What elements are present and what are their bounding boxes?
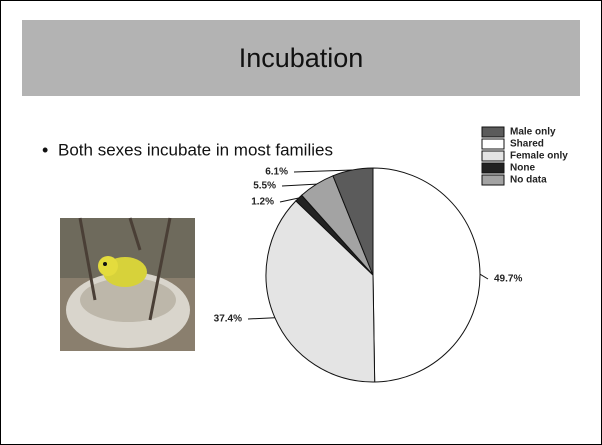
legend-swatch [482,139,504,149]
data-label: 5.5% [253,181,276,192]
page: Incubation • Both sexes incubate in most… [0,0,602,445]
legend-label: No data [510,175,547,186]
legend-label: Shared [510,139,544,150]
legend-swatch [482,127,504,137]
legend-swatch [482,175,504,185]
bird-photo [60,218,195,351]
data-label: 6.1% [265,167,288,178]
legend-label: Male only [510,127,556,138]
legend-swatch [482,151,504,161]
legend-swatch [482,163,504,173]
slide-title: Incubation [239,43,364,73]
bullet-dot: • [42,140,48,160]
legend-label: Female only [510,151,568,162]
data-label: 37.4% [214,314,242,325]
data-label: 49.7% [494,274,522,285]
slide: Incubation • Both sexes incubate in most… [0,0,602,445]
legend-label: None [510,163,535,174]
data-label: 1.2% [251,197,274,208]
bullet-text: Both sexes incubate in most families [58,140,333,159]
